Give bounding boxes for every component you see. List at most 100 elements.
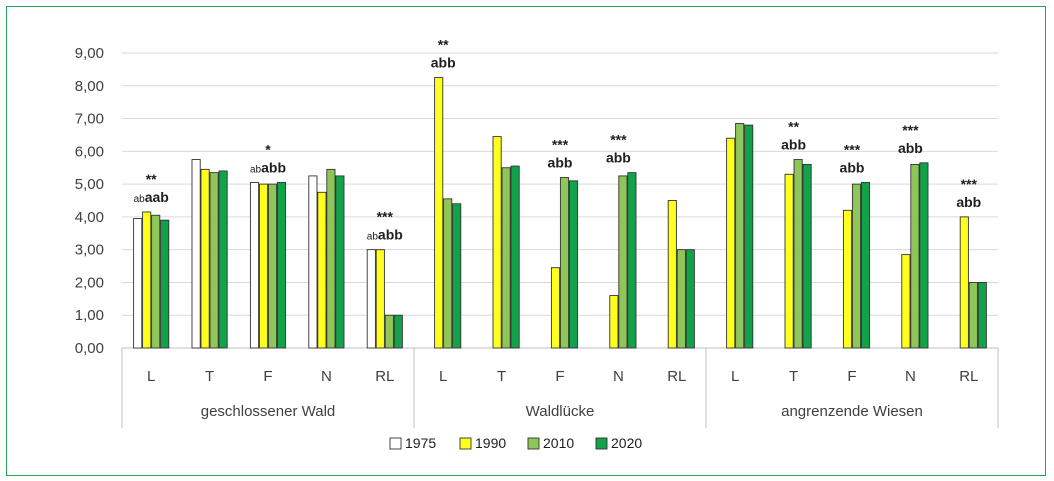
x-tick-label: F [555, 368, 564, 385]
y-tick-label: 7,00 [75, 111, 104, 128]
bar-2010 [384, 314, 394, 349]
significance-letters: abb [956, 194, 981, 210]
significance-stars: *** [844, 141, 861, 157]
bar-1990 [317, 191, 327, 349]
x-tick-label: L [147, 368, 155, 385]
significance-letters: abb [840, 159, 865, 175]
y-tick-label: 3,00 [75, 242, 104, 259]
bar-2010 [851, 183, 862, 349]
legend-swatch-1975 [389, 437, 402, 450]
significance-stars: ** [146, 171, 157, 187]
bar-2020 [860, 182, 871, 349]
bar-2010 [443, 198, 453, 349]
bar-2020 [276, 182, 287, 349]
significance-letter-part: abb [898, 140, 923, 156]
significance-stars: *** [377, 209, 394, 225]
significance-letter-part: abb [606, 150, 631, 166]
bar-2020 [393, 314, 403, 349]
significance-letter-part: aab [145, 189, 169, 205]
significance-letter-part: abb [261, 159, 286, 175]
significance-letter-part: abb [548, 155, 573, 171]
bar-1990 [784, 173, 794, 349]
significance-stars: ** [788, 119, 799, 135]
bar-2010 [793, 159, 803, 349]
bar-1990 [200, 168, 210, 349]
significance-letter-part: ab [250, 164, 262, 175]
bar-2010 [559, 177, 570, 349]
bar-1990 [142, 211, 152, 349]
x-tick-label: L [731, 368, 739, 385]
bar-2020 [977, 281, 987, 349]
bar-1990 [842, 209, 853, 349]
figure-frame [6, 6, 1046, 476]
y-tick-label: 1,00 [75, 307, 104, 324]
bar-2010 [968, 281, 978, 349]
legend-label: 2020 [611, 435, 642, 451]
bar-1990 [434, 77, 444, 349]
legend-label: 1975 [405, 435, 436, 451]
bar-2010 [209, 172, 219, 349]
y-tick-label: 9,00 [75, 45, 104, 62]
bar-2020 [452, 203, 462, 349]
bar-1990 [667, 200, 677, 349]
bar-2020 [919, 162, 929, 349]
bar-1990 [901, 254, 911, 349]
bar-1990 [959, 216, 969, 349]
bar-1990 [726, 137, 736, 349]
significance-stars: *** [610, 132, 627, 148]
significance-letter-part: ab [134, 194, 146, 205]
x-tick-label: RL [667, 368, 686, 385]
legend-label: 2010 [543, 435, 574, 451]
bar-1975 [366, 249, 376, 349]
significance-letter-part: ab [367, 232, 379, 243]
bar-2020 [160, 219, 170, 349]
bar-2010 [618, 175, 628, 349]
bar-1990 [258, 183, 269, 349]
y-tick-label: 4,00 [75, 209, 104, 226]
bar-2020 [802, 163, 812, 349]
x-tick-label: N [905, 368, 916, 385]
significance-letters: abb [548, 155, 573, 171]
bar-2010 [735, 123, 745, 349]
bar-2020 [218, 170, 228, 349]
significance-stars: *** [552, 137, 569, 153]
significance-stars: *** [902, 122, 919, 138]
x-tick-label: N [321, 368, 332, 385]
x-tick-label: L [439, 368, 447, 385]
significance-stars: ** [438, 37, 449, 53]
bar-2010 [676, 249, 686, 349]
group-label: angrenzende Wiesen [781, 403, 923, 420]
bar-2010 [326, 168, 336, 349]
legend-swatch-1990 [459, 437, 472, 450]
x-tick-label: F [263, 368, 272, 385]
bar-2010 [151, 214, 161, 349]
y-tick-label: 0,00 [75, 340, 104, 357]
bar-2010 [267, 183, 278, 349]
legend-label: 1990 [475, 435, 506, 451]
significance-stars: *** [961, 176, 978, 192]
group-label: geschlossener Wald [201, 403, 336, 420]
significance-letter-part: abb [431, 55, 456, 71]
bar-1990 [550, 267, 561, 349]
bar-2020 [744, 124, 754, 349]
y-tick-label: 5,00 [75, 176, 104, 193]
bar-1975 [133, 218, 143, 349]
bar-1975 [249, 182, 260, 349]
bar-2020 [685, 249, 695, 349]
bar-1975 [191, 159, 201, 349]
significance-letters: abb [431, 55, 456, 71]
x-tick-label: F [847, 368, 856, 385]
legend-swatch-2020 [595, 437, 608, 450]
significance-letters: abb [898, 140, 923, 156]
x-tick-label: RL [959, 368, 978, 385]
y-tick-label: 8,00 [75, 78, 104, 95]
x-tick-label: T [789, 368, 798, 385]
significance-letter-part: abb [378, 227, 403, 243]
bar-2020 [627, 172, 637, 349]
y-tick-label: 6,00 [75, 143, 104, 160]
bar-2010 [501, 167, 511, 349]
bar-1990 [609, 295, 619, 349]
significance-letter-part: abb [840, 159, 865, 175]
significance-letters: abb [781, 137, 806, 153]
